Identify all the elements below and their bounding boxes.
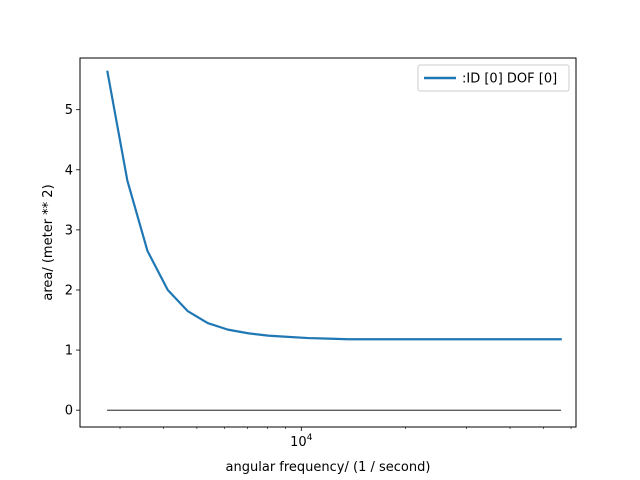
- y-axis-ticks: 0 1 2 3 4 5: [65, 103, 80, 419]
- plot-area: [80, 58, 576, 427]
- y-tick-label: 3: [65, 223, 73, 238]
- series-line-main: [106, 70, 562, 341]
- legend: :ID [0] DOF [0]: [417, 64, 570, 92]
- x-axis-label: angular frequency/ (1 / second): [226, 460, 431, 475]
- y-tick-label: 2: [65, 283, 73, 298]
- series-layer: [106, 70, 562, 411]
- y-tick-label: 5: [65, 103, 73, 118]
- legend-label: :ID [0] DOF [0]: [462, 72, 557, 87]
- y-tick-label: 4: [65, 163, 73, 178]
- y-axis-label: area/ (meter ** 2): [41, 184, 56, 300]
- x-tick-label: 104: [290, 433, 313, 450]
- legend-frame: [417, 64, 570, 92]
- axes-frame: [79, 57, 577, 428]
- y-tick-label: 1: [65, 344, 73, 359]
- y-tick-label: 0: [65, 404, 73, 419]
